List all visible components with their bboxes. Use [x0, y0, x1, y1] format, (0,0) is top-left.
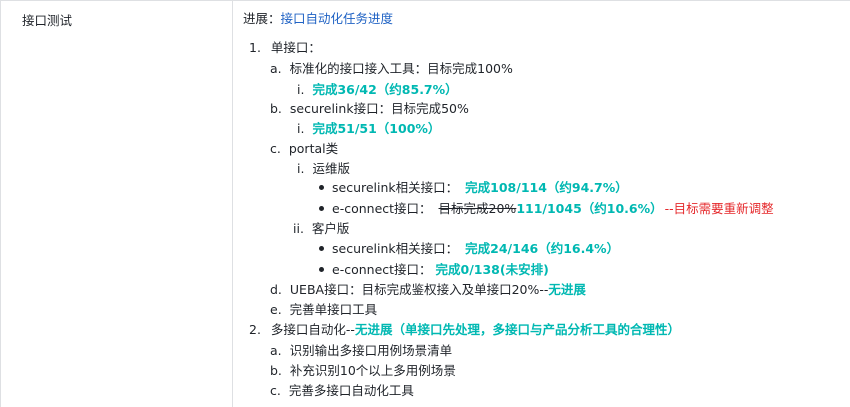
- progress-title: 接口自动化任务进度: [280, 11, 394, 26]
- progress-value: 111/1045（约10.6%）: [516, 201, 663, 216]
- progress-value: 无进展: [548, 282, 586, 297]
- list-item-1c-ii-b1: securelink相关接口： 完成24/146（约16.4%）: [332, 240, 619, 258]
- list-item-1e: e. 完善单接口工具: [270, 301, 377, 319]
- list-number: a.: [270, 343, 282, 358]
- list-text: 运维版: [312, 161, 350, 176]
- list-text: 补充识别10个以上多用例场景: [289, 363, 456, 378]
- list-item-2: 2. 多接口自动化--无进展（单接口先处理，多接口与产品分析工具的合理性）: [249, 321, 680, 339]
- row-label: 接口测试: [22, 13, 73, 28]
- list-text: 完善多接口自动化工具: [288, 383, 414, 398]
- list-item-1c-ii: ii. 客户版: [293, 220, 349, 238]
- list-item-2c: c. 完善多接口自动化工具: [270, 382, 414, 400]
- list-number: c.: [270, 383, 281, 398]
- progress-value: 完成108/114（约94.7%）: [465, 180, 628, 195]
- list-item-1c-ii-b2: e-connect接口： 完成0/138(未安排): [332, 261, 549, 279]
- progress-value: 完成36/42（约85.7%）: [312, 82, 458, 97]
- bullet-dot: [319, 246, 324, 251]
- list-item-1c-i-b2: e-connect接口： 目标完成20%111/1045（约10.6%） --目标…: [332, 200, 774, 218]
- bullet-dot: [319, 206, 324, 211]
- list-number: d.: [270, 282, 282, 297]
- list-item-2a: a. 识别输出多接口用例场景清单: [270, 342, 452, 360]
- list-text: 单接口：: [270, 40, 321, 55]
- list-number: b.: [270, 363, 282, 378]
- list-text: 客户版: [311, 221, 350, 236]
- progress-value: 完成0/138(未安排): [435, 262, 549, 277]
- progress-label: 进展：: [243, 11, 281, 26]
- list-text: 识别输出多接口用例场景清单: [289, 343, 453, 358]
- list-text: securelink相关接口：: [332, 180, 459, 195]
- bullet-dot: [319, 267, 324, 272]
- list-number: 2.: [249, 322, 261, 337]
- list-text: securelink相关接口：: [332, 241, 459, 256]
- list-item-1c-i: i. 运维版: [297, 160, 350, 178]
- list-item-1b: b. securelink接口：目标完成50%: [270, 100, 469, 118]
- list-number: ii.: [293, 221, 304, 236]
- progress-value: 完成51/51（100%）: [312, 121, 441, 136]
- progress-value: 无进展（单接口先处理，多接口与产品分析工具的合理性）: [354, 322, 680, 337]
- list-number: i.: [297, 121, 305, 136]
- list-number: c.: [270, 141, 281, 156]
- list-item-1c: c. portal类: [270, 140, 338, 158]
- list-item-1a-i: i. 完成36/42（约85.7%）: [297, 81, 458, 99]
- list-text: e-connect接口：: [332, 262, 432, 277]
- progress-heading: 进展：接口自动化任务进度: [243, 10, 393, 28]
- warning-note: --目标需要重新调整: [664, 201, 774, 216]
- label-cell: 接口测试: [0, 1, 233, 407]
- list-number: b.: [270, 101, 282, 116]
- list-text: securelink接口：目标完成50%: [289, 101, 469, 116]
- list-text: 完善单接口工具: [289, 302, 378, 317]
- list-number: i.: [297, 82, 305, 97]
- bullet-dot: [319, 185, 324, 190]
- list-text: 多接口自动化--: [270, 322, 355, 337]
- list-text: e-connect接口：: [332, 201, 432, 216]
- list-number: a.: [270, 61, 282, 76]
- list-item-1c-i-b1: securelink相关接口： 完成108/114（约94.7%）: [332, 179, 628, 197]
- list-text: UEBA接口：目标完成鉴权接入及单接口20%--: [289, 282, 549, 297]
- list-number: e.: [270, 302, 282, 317]
- list-text: portal类: [288, 141, 339, 156]
- list-item-1d: d. UEBA接口：目标完成鉴权接入及单接口20%--无进展: [270, 281, 586, 299]
- struck-target: 目标完成20%: [438, 201, 517, 216]
- list-item-1: 1. 单接口：: [249, 39, 321, 57]
- content-cell: 进展：接口自动化任务进度 1. 单接口： a. 标准化的接口接入工具：目标完成1…: [233, 1, 850, 407]
- progress-value: 完成24/146（约16.4%）: [465, 241, 620, 256]
- list-item-1b-i: i. 完成51/51（100%）: [297, 120, 440, 138]
- list-item-2b: b. 补充识别10个以上多用例场景: [270, 362, 456, 380]
- list-number: i.: [297, 161, 305, 176]
- list-number: 1.: [249, 40, 261, 55]
- list-item-1a: a. 标准化的接口接入工具：目标完成100%: [270, 60, 513, 78]
- list-text: 标准化的接口接入工具：目标完成100%: [289, 61, 513, 76]
